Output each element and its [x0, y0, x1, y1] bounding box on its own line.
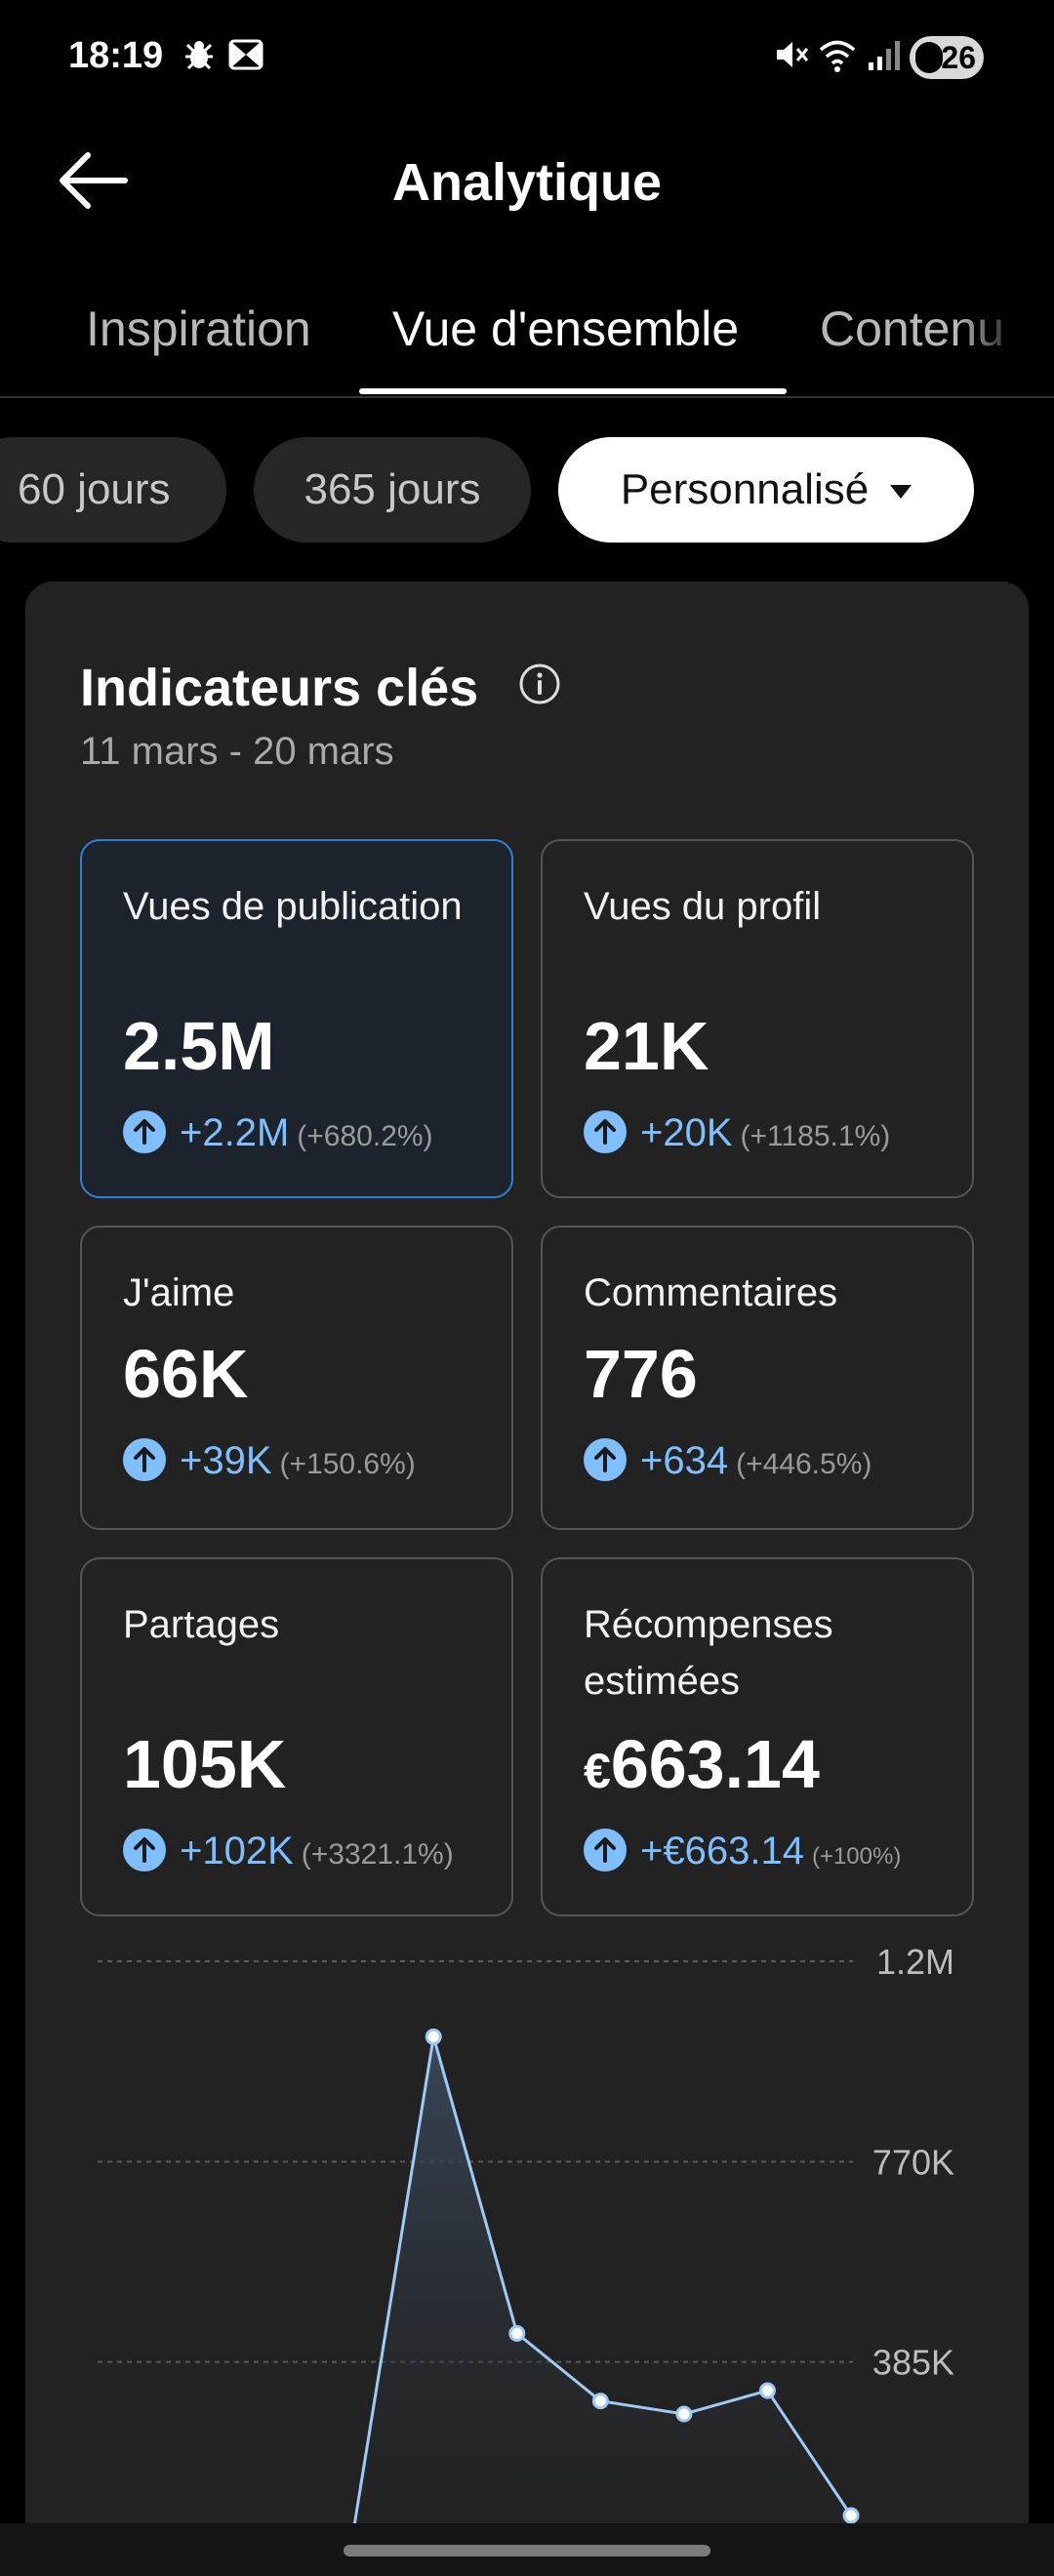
- battery-level: 26: [941, 40, 976, 75]
- metric-delta: +634: [640, 1439, 729, 1482]
- status-time: 18:19: [68, 35, 164, 76]
- metric-percent: (+446.5%): [736, 1448, 872, 1480]
- metric-label: Commentaires: [584, 1271, 838, 1314]
- views-chart[interactable]: 1.2M 770K 385K: [25, 1928, 1029, 2576]
- metric-value: 66K: [123, 1336, 249, 1412]
- active-tab-indicator: [359, 388, 787, 394]
- card-title: Indicateurs clés: [80, 659, 479, 717]
- info-icon[interactable]: [517, 662, 562, 706]
- data-point[interactable]: [842, 2507, 860, 2524]
- metric-percent: (+3321.1%): [301, 1838, 454, 1871]
- metric-change: +€663.14 (+100%): [584, 1829, 901, 1873]
- currency-symbol: €: [584, 1744, 611, 1798]
- metric-comments[interactable]: Commentaires 776 +634 (+446.5%): [541, 1226, 974, 1530]
- range-chip-60-days[interactable]: 60 jours: [0, 437, 226, 543]
- range-chip-custom[interactable]: Personnalisé: [558, 437, 974, 543]
- tab-fade: [956, 263, 1054, 396]
- metric-profile-views[interactable]: Vues du profil 21K +20K (+1185.1%): [541, 839, 974, 1198]
- range-chip-label: Personnalisé: [620, 465, 870, 513]
- y-tick-label: 1.2M: [876, 1942, 954, 1982]
- metric-value: 105K: [123, 1726, 287, 1802]
- tab-bar: Inspiration Vue d'ensemble Contenu: [0, 263, 1054, 398]
- metric-change: +102K (+3321.1%): [123, 1829, 454, 1873]
- data-point[interactable]: [591, 2393, 609, 2410]
- wifi-icon: [819, 40, 856, 72]
- battery-saver-icon: [915, 42, 943, 73]
- metric-value: €663.14: [584, 1725, 820, 1803]
- metric-percent: (+680.2%): [297, 1120, 433, 1152]
- metric-percent: (+150.6%): [279, 1448, 416, 1480]
- up-arrow-icon: [123, 1829, 166, 1872]
- metric-delta: +102K: [180, 1830, 294, 1872]
- metric-delta: +2.2M: [180, 1111, 290, 1154]
- metric-likes[interactable]: J'aime 66K +39K (+150.6%): [80, 1226, 513, 1530]
- metric-change: +2.2M (+680.2%): [123, 1110, 433, 1155]
- metric-label: J'aime: [123, 1271, 235, 1314]
- data-point[interactable]: [425, 2028, 442, 2045]
- metric-value: 776: [584, 1336, 698, 1412]
- chevron-down-icon: [890, 485, 912, 500]
- metric-label: Partages: [123, 1603, 280, 1646]
- range-chip-365-days[interactable]: 365 jours: [254, 437, 531, 543]
- data-point[interactable]: [675, 2405, 693, 2423]
- metric-label: Vues du profil: [584, 885, 822, 928]
- metric-estimated-rewards[interactable]: Récompenses estimées €663.14 +€663.14 (+1…: [541, 1557, 974, 1916]
- metric-change: +39K (+150.6%): [123, 1438, 416, 1483]
- mute-icon: [777, 42, 809, 67]
- tab-inspiration[interactable]: Inspiration: [86, 302, 311, 356]
- battery-indicator: 26: [910, 36, 984, 79]
- date-range-selector: 60 jours 365 jours Personnalisé: [0, 437, 1054, 544]
- metric-delta: +20K: [640, 1111, 733, 1154]
- bug-icon: [185, 41, 213, 70]
- metric-change: +20K (+1185.1%): [584, 1110, 890, 1155]
- back-arrow-icon[interactable]: [55, 146, 133, 215]
- metric-label: Récompenses estimées: [584, 1603, 833, 1703]
- y-tick-label: 770K: [872, 2142, 954, 2182]
- metric-amount: 663.14: [610, 1726, 820, 1802]
- signal-icon: [869, 41, 900, 70]
- metric-percent: (+1185.1%): [740, 1120, 891, 1152]
- metric-post-views[interactable]: Vues de publication 2.5M +2.2M (+680.2%): [80, 839, 513, 1198]
- metric-percent: (+100%): [811, 1843, 902, 1870]
- metric-delta: +€663.14: [640, 1830, 804, 1872]
- metric-shares[interactable]: Partages 105K +102K (+3321.1%): [80, 1557, 513, 1916]
- page-title: Analytique: [391, 153, 663, 212]
- metric-value: 21K: [584, 1008, 709, 1084]
- data-point[interactable]: [508, 2324, 526, 2342]
- up-arrow-icon: [584, 1829, 627, 1872]
- key-metrics-card: Indicateurs clés 11 mars - 20 mars Vues …: [25, 582, 1029, 2576]
- range-chip-label: 365 jours: [304, 465, 481, 513]
- metric-delta: +39K: [180, 1439, 272, 1482]
- metric-label: Vues de publication: [123, 885, 463, 928]
- tab-overview[interactable]: Vue d'ensemble: [392, 302, 740, 356]
- app-bar: Analytique: [0, 117, 1054, 244]
- data-point[interactable]: [758, 2382, 776, 2399]
- metric-change: +634 (+446.5%): [584, 1438, 872, 1483]
- up-arrow-icon: [584, 1438, 627, 1481]
- up-arrow-icon: [123, 1110, 166, 1153]
- bowtie-icon: [228, 39, 264, 70]
- home-indicator[interactable]: [344, 2545, 710, 2556]
- chart-area: [100, 2036, 851, 2562]
- date-period: 11 mars - 20 mars: [80, 730, 394, 773]
- range-chip-label: 60 jours: [18, 465, 171, 513]
- up-arrow-icon: [584, 1110, 627, 1153]
- metric-value: 2.5M: [123, 1008, 275, 1084]
- status-bar: 18:19 26: [0, 0, 1054, 117]
- up-arrow-icon: [123, 1438, 166, 1481]
- y-tick-label: 385K: [872, 2343, 954, 2383]
